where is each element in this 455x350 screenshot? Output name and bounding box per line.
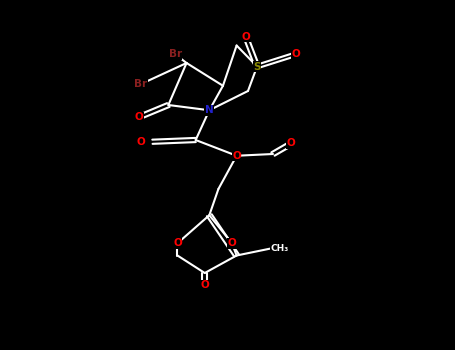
Text: O: O — [134, 112, 143, 122]
Text: O: O — [232, 151, 241, 161]
Text: O: O — [291, 49, 300, 59]
Text: O: O — [287, 139, 296, 148]
Text: CH₃: CH₃ — [271, 244, 289, 253]
Text: O: O — [241, 32, 250, 42]
Text: O: O — [173, 238, 182, 248]
Text: O: O — [200, 280, 209, 290]
Text: S: S — [253, 62, 261, 71]
Text: Br: Br — [169, 49, 182, 59]
Text: O: O — [136, 137, 146, 147]
Text: Br: Br — [135, 79, 147, 89]
Text: O: O — [228, 238, 237, 248]
Text: N: N — [205, 105, 214, 115]
